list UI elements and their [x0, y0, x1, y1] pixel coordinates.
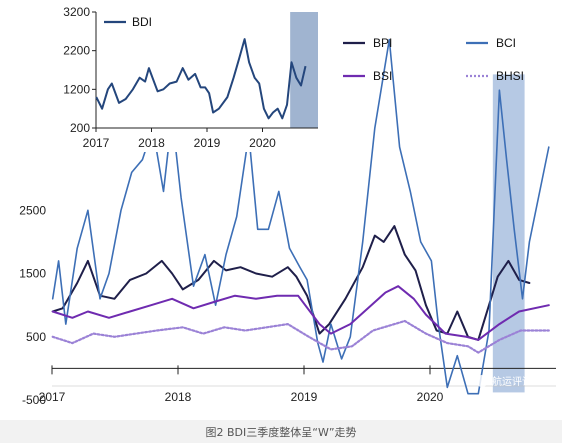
inset-chart: 200 1200 2200 3200 2017 2018 2019 2020 BDI: [0, 0, 320, 152]
series-line-bhsi: [51, 319, 550, 354]
legend-label-bhsi: BHSI: [496, 69, 524, 83]
x-tick-label: 2018: [165, 390, 192, 404]
main-legend: BPI BCI BSI BHSI: [343, 36, 524, 83]
x-tick-label: 2017: [39, 390, 66, 404]
main-series-group: [51, 38, 550, 395]
inset-x-tick-label: 2017: [83, 136, 110, 150]
inset-x-tick-label: 2019: [194, 136, 221, 150]
inset-y-tick-label: 200: [70, 121, 90, 135]
legend-label-bsi: BSI: [373, 69, 392, 83]
figure-caption: 图2 BDI三季度整体呈“W”走势: [205, 425, 356, 439]
x-tick-label: 2019: [291, 390, 318, 404]
inset-x-tick-label: 2020: [249, 136, 276, 150]
watermark-logo-icon: [476, 375, 488, 387]
y-tick-label: 2500: [19, 203, 46, 217]
inset-legend-label: BDI: [132, 15, 152, 29]
inset-series-line-bdi: [95, 38, 307, 120]
y-tick-label: -500: [22, 393, 46, 407]
legend-label-bci: BCI: [496, 36, 516, 50]
watermark-text: 航运评论: [492, 375, 532, 388]
inset-y-tick-label: 3200: [63, 5, 90, 19]
caption-bar: [0, 420, 562, 443]
y-tick-label: 1500: [19, 267, 46, 281]
inset-y-tick-label: 2200: [63, 44, 90, 58]
watermark: 航运评论: [476, 375, 532, 388]
legend-label-bpi: BPI: [373, 36, 392, 50]
series-line-bci: [51, 38, 550, 395]
y-tick-label: 500: [26, 330, 46, 344]
series-line-bsi: [51, 285, 550, 341]
inset-background: [0, 0, 320, 152]
x-tick-label: 2020: [417, 390, 444, 404]
inset-y-tick-label: 1200: [63, 82, 90, 96]
inset-x-tick-label: 2018: [138, 136, 165, 150]
